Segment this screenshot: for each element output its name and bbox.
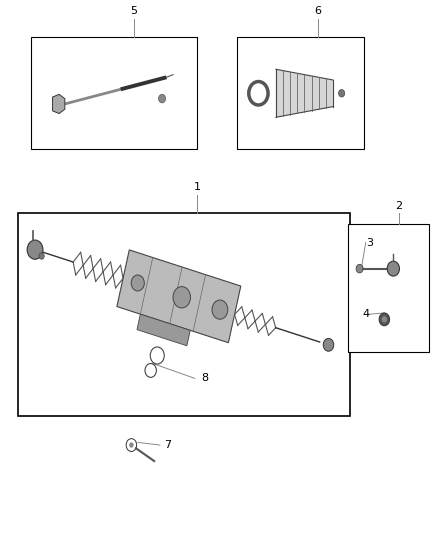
Circle shape — [379, 313, 390, 326]
Polygon shape — [137, 314, 190, 346]
Circle shape — [148, 367, 153, 374]
Circle shape — [339, 90, 345, 97]
Text: 8: 8 — [201, 374, 208, 383]
Circle shape — [131, 275, 144, 291]
Polygon shape — [117, 250, 241, 343]
Circle shape — [159, 94, 166, 103]
Bar — [31, 37, 197, 149]
Text: 5: 5 — [130, 6, 137, 16]
Text: 2: 2 — [395, 200, 402, 211]
Circle shape — [387, 261, 399, 276]
Bar — [18, 213, 350, 416]
Circle shape — [129, 442, 134, 448]
Text: 1: 1 — [194, 182, 201, 192]
Text: 7: 7 — [164, 440, 171, 450]
Circle shape — [39, 253, 44, 259]
Circle shape — [382, 316, 387, 322]
Text: 3: 3 — [366, 238, 373, 247]
Circle shape — [356, 264, 363, 273]
Text: 6: 6 — [314, 6, 321, 16]
Circle shape — [323, 338, 334, 351]
Circle shape — [173, 287, 191, 308]
Circle shape — [154, 351, 161, 360]
Circle shape — [251, 85, 265, 102]
Bar — [237, 37, 364, 149]
Bar — [348, 224, 429, 352]
Polygon shape — [276, 69, 333, 117]
Text: a: a — [160, 95, 164, 102]
Polygon shape — [53, 94, 65, 114]
Circle shape — [27, 240, 43, 259]
Circle shape — [212, 300, 228, 319]
Text: 4: 4 — [362, 310, 369, 319]
